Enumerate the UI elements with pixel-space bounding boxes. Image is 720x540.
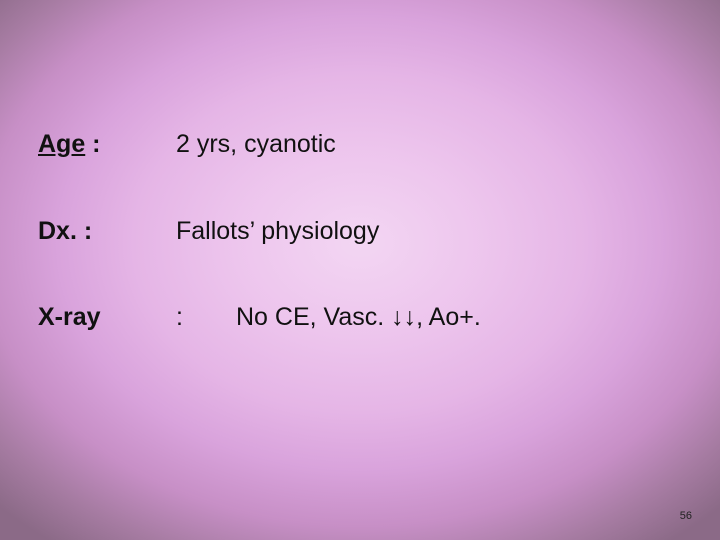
label-age-text: Age — [38, 130, 85, 158]
label-dx: Dx. : — [38, 215, 176, 248]
xray-colon: : — [176, 301, 236, 334]
row-dx: Dx. : Fallots’ physiology — [38, 215, 682, 248]
row-xray: X-ray :No CE, Vasc. ↓↓, Ao+. — [38, 301, 682, 334]
value-xray-wrap: :No CE, Vasc. ↓↓, Ao+. — [176, 301, 682, 334]
row-age: Age : 2 yrs, cyanotic — [38, 128, 682, 161]
slide: Age : 2 yrs, cyanotic Dx. : Fallots’ phy… — [0, 0, 720, 540]
content-area: Age : 2 yrs, cyanotic Dx. : Fallots’ phy… — [38, 128, 682, 388]
value-dx: Fallots’ physiology — [176, 215, 682, 248]
value-xray: No CE, Vasc. ↓↓, Ao+. — [236, 303, 481, 331]
label-age-suffix: : — [85, 130, 100, 158]
label-dx-suffix: : — [77, 217, 92, 245]
label-xray: X-ray — [38, 301, 176, 334]
label-age: Age : — [38, 128, 176, 161]
label-dx-text: Dx. — [38, 217, 77, 245]
value-age: 2 yrs, cyanotic — [176, 128, 682, 161]
page-number: 56 — [680, 510, 692, 522]
